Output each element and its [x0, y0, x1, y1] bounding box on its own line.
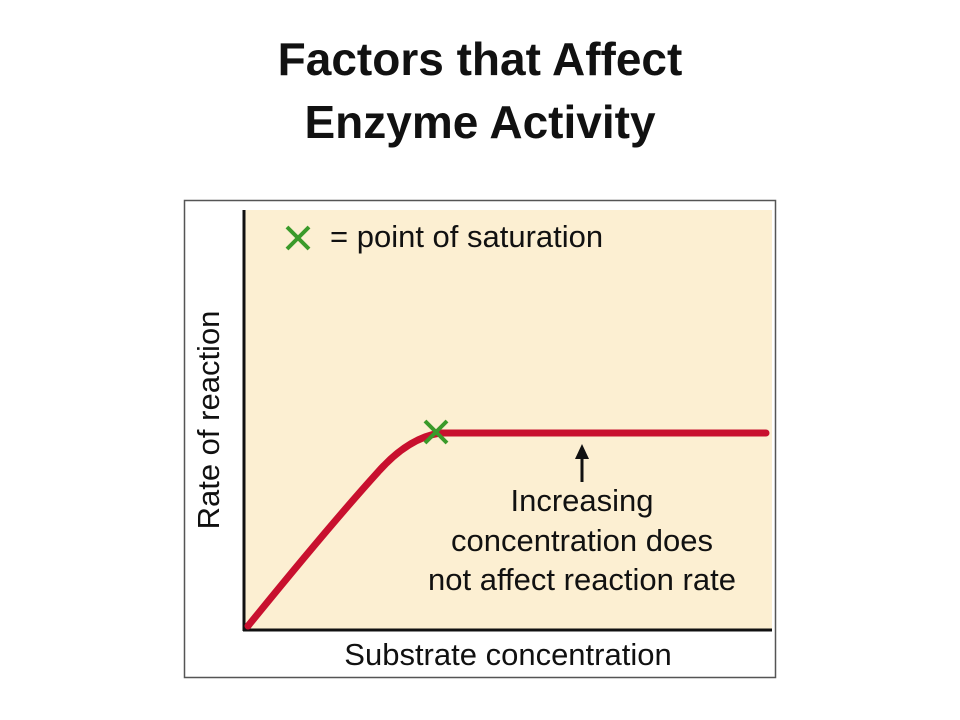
rate-curve — [244, 429, 770, 630]
y-axis-label: Rate of reaction — [191, 311, 226, 530]
legend-marker — [285, 225, 311, 251]
plot-area — [244, 210, 772, 630]
title-line: Factors that Affect — [278, 33, 683, 85]
annotation-line: Increasing — [510, 483, 653, 518]
annotation-line: not affect reaction rate — [428, 562, 736, 597]
annotation-arrowhead — [575, 444, 589, 459]
x-axis-label: Substrate concentration — [344, 637, 671, 672]
title-line: Enzyme Activity — [304, 96, 656, 148]
annotation-line: concentration does — [451, 523, 713, 558]
saturation-marker — [423, 419, 449, 445]
legend-text: = point of saturation — [330, 219, 603, 254]
